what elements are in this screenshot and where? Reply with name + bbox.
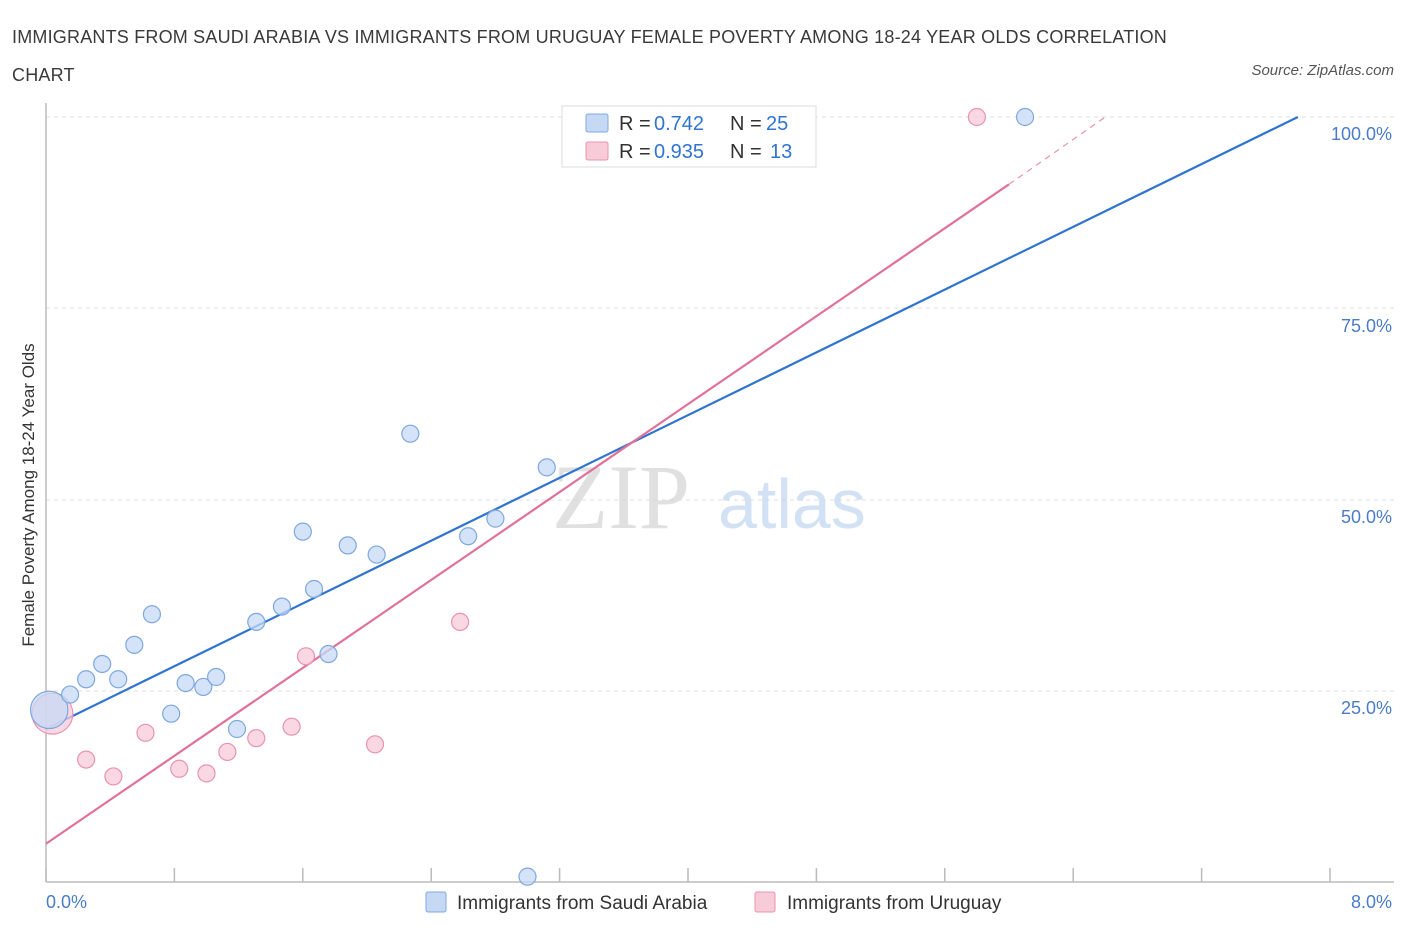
point-saudi-24 [1015, 107, 1035, 127]
point-saudi-15 [304, 579, 324, 599]
y-tick-label-100: 100.0% [1331, 124, 1392, 144]
legend-n-label-uruguay: N = [730, 141, 762, 163]
x-tick-label-min: 0.0% [46, 892, 87, 912]
legend-swatch-uruguay [585, 141, 609, 161]
legend-swatch-saudi [585, 113, 609, 133]
point-saudi-18 [367, 545, 386, 564]
trend-line-uruguay [45, 183, 1010, 845]
x-ticks [45, 868, 1331, 882]
point-uruguay-3 [136, 723, 155, 742]
point-uruguay-9 [296, 647, 316, 666]
legend-r-value-saudi: 0.742 [654, 113, 704, 135]
trend-line-saudi [45, 116, 1299, 730]
source-label: Source: ZipAtlas.com [1251, 62, 1394, 79]
legend-n-value-saudi: 25 [766, 113, 788, 135]
watermark-zip: ZIP [552, 446, 690, 548]
trend-line-uruguay-extension [1008, 116, 1106, 185]
point-saudi-13 [272, 597, 292, 616]
point-saudi-22 [537, 458, 556, 477]
point-uruguay-7 [247, 729, 266, 748]
point-saudi-6 [142, 605, 162, 624]
data-points [29, 107, 1035, 886]
y-axis-label: Female Poverty Among 18-24 Year Olds [19, 343, 38, 646]
legend-r-value-uruguay: 0.935 [654, 141, 704, 163]
y-tick-label-25: 25.0% [1341, 698, 1392, 718]
bottom-legend-label-saudi: Immigrants from Saudi Arabia [457, 893, 708, 914]
point-uruguay-12 [967, 107, 987, 127]
legend-n-label-saudi: N = [730, 113, 762, 135]
point-saudi-2 [77, 670, 96, 689]
legend-r-label-saudi: R = [619, 113, 651, 135]
bottom-legend-label-uruguay: Immigrants from Uruguay [787, 893, 1002, 914]
y-tick-label-50: 50.0% [1341, 507, 1392, 527]
chart-title: IMMIGRANTS FROM SAUDI ARABIA VS IMMIGRAN… [12, 27, 1168, 85]
point-saudi-21 [486, 509, 505, 528]
point-uruguay-11 [450, 612, 470, 632]
point-uruguay-8 [282, 717, 301, 736]
point-saudi-20 [459, 527, 478, 546]
point-saudi-9 [194, 677, 213, 697]
point-saudi-1 [60, 685, 80, 704]
point-saudi-16 [319, 644, 338, 664]
gridlines [46, 116, 1394, 692]
legend-box: R = 0.742 N = 25 R = 0.935 N = 13 [561, 105, 817, 168]
y-tick-label-75: 75.0% [1341, 316, 1392, 336]
point-saudi-19 [401, 424, 420, 443]
point-saudi-12 [247, 612, 266, 632]
point-saudi-5 [125, 635, 144, 654]
point-uruguay-6 [218, 742, 237, 762]
point-saudi-14 [293, 522, 312, 541]
point-saudi-7 [162, 704, 181, 723]
point-uruguay-5 [197, 764, 216, 783]
point-saudi-11 [227, 719, 247, 739]
point-saudi-23 [518, 867, 537, 886]
point-saudi-17 [338, 536, 357, 555]
point-uruguay-4 [170, 759, 189, 778]
bottom-legend-swatch-uruguay [754, 891, 776, 913]
x-tick-label-max: 8.0% [1351, 892, 1392, 912]
legend-r-label-uruguay: R = [619, 141, 651, 163]
point-uruguay-1 [77, 750, 96, 769]
bottom-legend: Immigrants from Saudi Arabia Immigrants … [425, 891, 1002, 914]
point-saudi-3 [93, 654, 112, 674]
point-saudi-10 [207, 667, 226, 687]
bottom-legend-swatch-saudi [425, 891, 447, 913]
point-saudi-0 [29, 690, 69, 730]
point-uruguay-10 [365, 735, 385, 754]
legend-n-value-uruguay: 13 [770, 141, 792, 163]
watermark-atlas: atlas [718, 465, 866, 543]
point-saudi-4 [109, 670, 128, 689]
point-uruguay-2 [104, 767, 123, 786]
point-saudi-8 [176, 673, 195, 693]
